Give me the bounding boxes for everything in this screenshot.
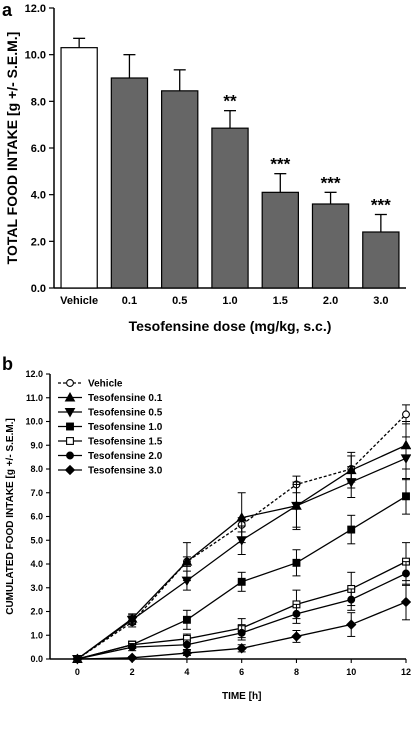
panel-a-y-tick-label: 0.0 bbox=[31, 283, 46, 295]
panel-a-x-tick-label: Vehicle bbox=[60, 295, 98, 307]
panel-a-significance-label: *** bbox=[371, 196, 391, 215]
panel-b-x-tick-label: 6 bbox=[239, 667, 244, 677]
panel-b-legend-label: Vehicle bbox=[88, 379, 123, 390]
panel-b-y-tick-label: 9.0 bbox=[30, 440, 43, 450]
panel-b-data-point bbox=[291, 501, 302, 512]
panel-b-data-point bbox=[346, 619, 357, 630]
panel-b-legend-label: Tesofensine 0.1 bbox=[88, 393, 163, 404]
panel-b-series bbox=[72, 583, 411, 665]
panel-b-data-point bbox=[400, 596, 411, 608]
panel-b-y-tick-label: 12.0 bbox=[25, 369, 43, 379]
panel-b-data-point bbox=[237, 628, 246, 637]
panel-b-legend: Vehicle Tesofensine 0.1 Tesofensine 0.5 Tes… bbox=[58, 379, 163, 477]
panel-a-significance-label: ** bbox=[223, 92, 237, 111]
panel-b-data-point bbox=[182, 615, 191, 624]
panel-b-y-tick-label: 7.0 bbox=[30, 488, 43, 498]
panel-b-legend-marker bbox=[66, 379, 74, 387]
panel-a-x-tick-label: 0.5 bbox=[172, 295, 187, 307]
panel-b-data-point bbox=[236, 643, 247, 654]
panel-b-data-point bbox=[291, 631, 302, 642]
panel-a-y-tick-label: 6.0 bbox=[31, 143, 46, 155]
panel-a-significance-label: *** bbox=[321, 173, 341, 192]
panel-a-y-tick-label: 2.0 bbox=[31, 236, 46, 248]
panel-b-data-point bbox=[181, 556, 193, 566]
panel-a-x-tick-label: 2.0 bbox=[323, 295, 338, 307]
panel-b-x-axis-title: TIME [h] bbox=[222, 691, 261, 702]
panel-b-legend-label: Tesofensine 1.0 bbox=[88, 422, 163, 433]
panel-b-y-tick-label: 1.0 bbox=[30, 630, 43, 640]
panel-a-bar bbox=[362, 231, 400, 289]
panel-b-x-tick-label: 10 bbox=[346, 667, 356, 677]
panel-b-x-tick-label: 0 bbox=[75, 667, 80, 677]
panel-b-data-point bbox=[402, 492, 410, 501]
panel-a-x-tick-label: 0.1 bbox=[122, 295, 137, 307]
panel-b-legend-marker bbox=[64, 391, 76, 402]
panel-a-x-tick-label: 3.0 bbox=[373, 295, 388, 307]
panel-b-y-tick-label: 3.0 bbox=[30, 583, 43, 593]
panel-b-data-point bbox=[402, 410, 410, 419]
panel-b-legend-label: Tesofensine 1.5 bbox=[88, 437, 163, 448]
panel-b-data-point bbox=[181, 576, 193, 587]
panel-a-bar bbox=[211, 127, 249, 289]
panel-b-y-axis-title: CUMULATED FOOD INTAKE [g +/- S.E.M.] bbox=[5, 418, 16, 615]
panel-a-y-tick-label: 8.0 bbox=[31, 96, 46, 108]
panel-b-data-point bbox=[347, 525, 356, 534]
panel-b-data-point bbox=[237, 577, 246, 586]
panel-b-data-point bbox=[236, 536, 248, 546]
panel-b-data-point bbox=[182, 640, 191, 649]
panel-b-x-tick-label: 2 bbox=[130, 667, 135, 677]
panel-a-y-tick-label: 4.0 bbox=[31, 190, 46, 202]
panel-b-data-point bbox=[128, 643, 137, 652]
panel-b-data-point bbox=[292, 609, 301, 618]
panel-a-y-tick-label: 12.0 bbox=[25, 3, 46, 15]
panel-a-bar bbox=[311, 203, 350, 289]
panel-a-bar bbox=[161, 90, 199, 289]
panel-b-x-tick-label: 8 bbox=[294, 667, 299, 677]
panel-b-y-tick-label: 0.0 bbox=[30, 654, 43, 664]
panel-b-y-tick-label: 6.0 bbox=[30, 512, 43, 522]
panel-b-y-tick-label: 5.0 bbox=[30, 535, 43, 545]
panel-b-data-point bbox=[72, 653, 83, 665]
panel-b-label: b bbox=[2, 354, 13, 374]
panel-b-y-tick-label: 4.0 bbox=[30, 559, 43, 569]
panel-a-label: a bbox=[2, 0, 13, 20]
panel-b-data-point bbox=[181, 647, 193, 659]
panel-b-y-tick-label: 10.0 bbox=[25, 417, 43, 427]
panel-b-legend-label: Tesofensine 3.0 bbox=[88, 466, 163, 477]
panel-a-bar bbox=[60, 47, 98, 289]
panel-a-x-tick-label: 1.0 bbox=[222, 295, 237, 307]
panel-a-bar bbox=[261, 191, 299, 289]
panel-b-data-point bbox=[126, 652, 138, 663]
panel-a-y-tick-label: 10.0 bbox=[25, 50, 46, 62]
panel-b-y-tick-label: 8.0 bbox=[30, 464, 43, 474]
panel-b-data-point bbox=[347, 595, 356, 604]
panel-b-data-point bbox=[236, 512, 248, 522]
panel-a-x-tick-label: 1.5 bbox=[273, 295, 288, 307]
panel-b-legend-label: Tesofensine 2.0 bbox=[88, 451, 163, 462]
panel-a-bar bbox=[110, 77, 149, 289]
panel-b-x-tick-label: 4 bbox=[184, 667, 189, 677]
panel-b-data-point bbox=[345, 478, 357, 488]
panel-b-legend-label: Tesofensine 0.5 bbox=[88, 408, 163, 419]
panel-b-data-point bbox=[400, 454, 411, 464]
panel-a-y-axis-title: TOTAL FOOD INTAKE [g +/- S.E.M.] bbox=[4, 32, 20, 265]
panel-b-data-point bbox=[292, 558, 301, 567]
panel-b-data-point bbox=[126, 615, 138, 626]
panel-b-y-tick-label: 2.0 bbox=[30, 607, 43, 617]
panel-b-legend-marker bbox=[66, 437, 74, 445]
panel-b-legend-marker bbox=[66, 422, 74, 431]
panel-b-x-tick-label: 12 bbox=[401, 667, 411, 677]
panel-b-data-point bbox=[402, 569, 410, 578]
panel-b-y-tick-label: 11.0 bbox=[26, 393, 43, 403]
panel-a-x-axis-title: Tesofensine dose (mg/kg, s.c.) bbox=[129, 318, 332, 334]
panel-b-legend-marker bbox=[64, 408, 76, 418]
panel-b-legend-marker bbox=[66, 451, 74, 460]
panel-a-significance-label: *** bbox=[270, 155, 290, 174]
panel-b-legend-marker bbox=[64, 464, 76, 476]
